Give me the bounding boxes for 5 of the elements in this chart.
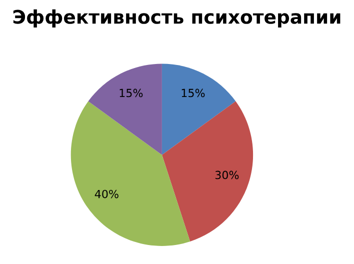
data-label: 15%: [182, 88, 205, 98]
data-label: 30%: [215, 170, 239, 180]
chart-title: Эффективность психотерапии: [13, 9, 340, 28]
data-label: 40%: [94, 190, 118, 198]
data-label: 15%: [120, 88, 143, 98]
